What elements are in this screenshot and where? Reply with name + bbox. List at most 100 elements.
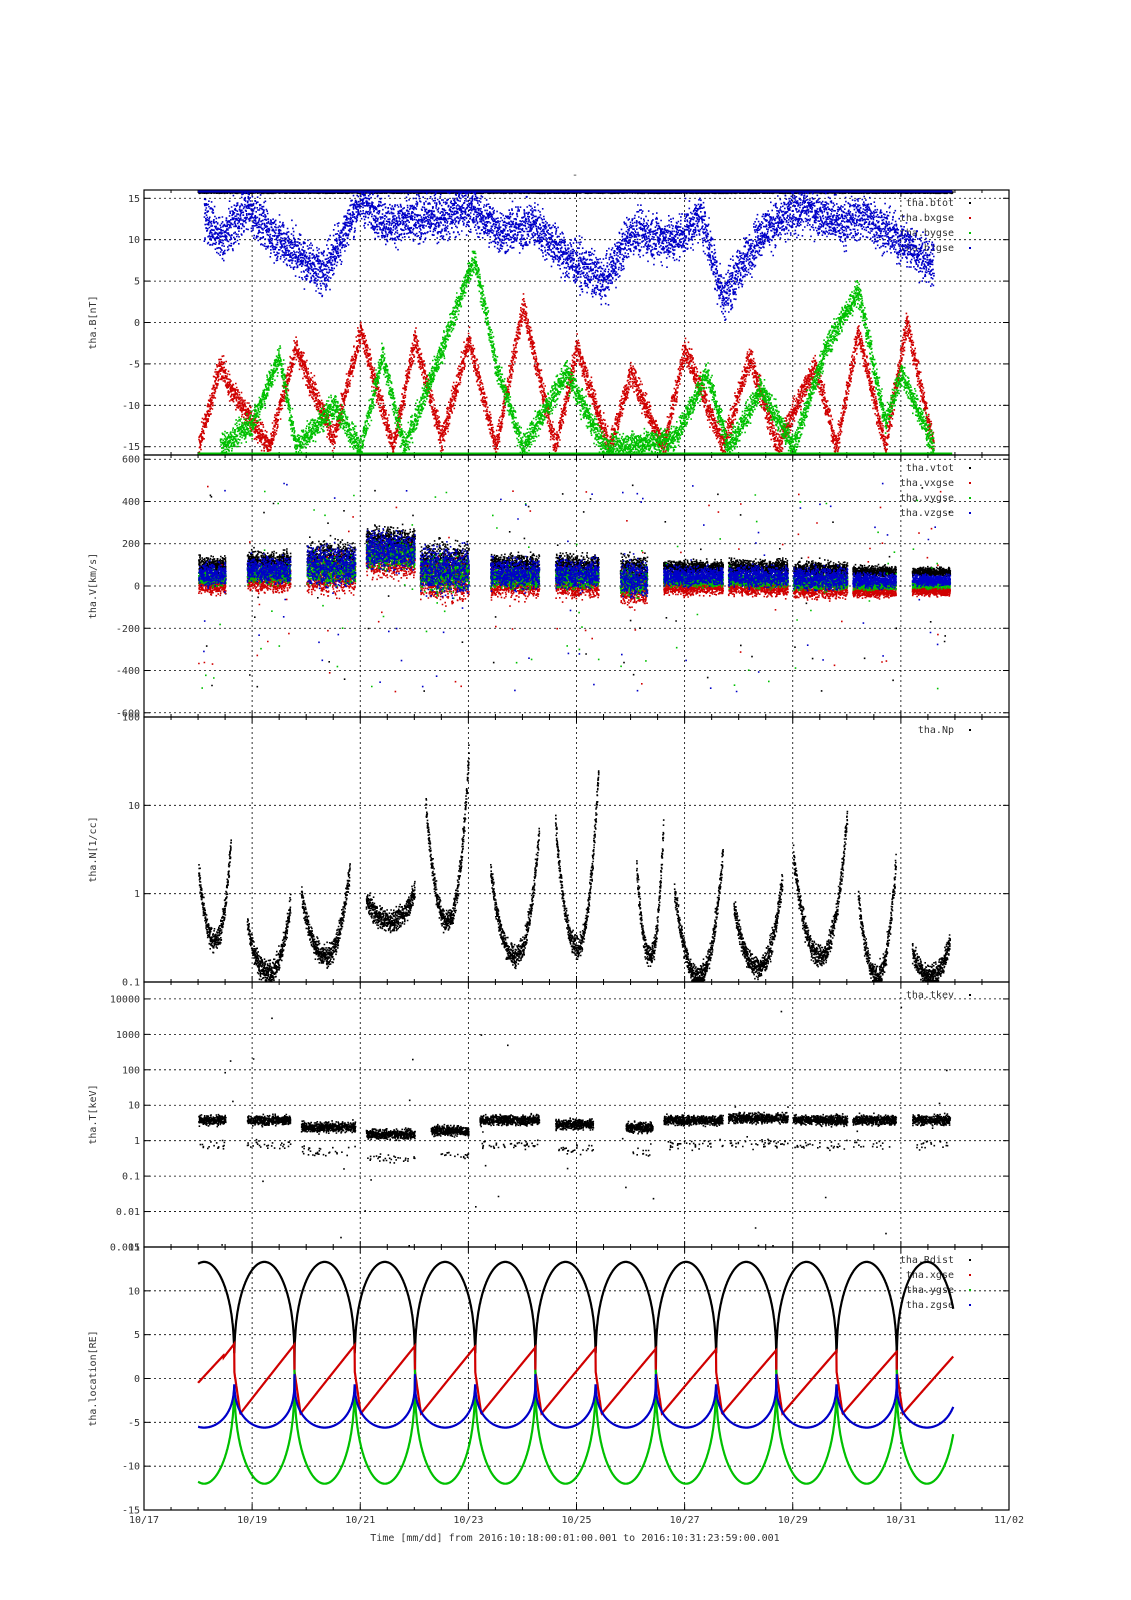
x-tick-label: 10/17 [129, 1515, 159, 1526]
y-tick-label: 600 [122, 455, 140, 466]
y-tick-label: 100 [122, 1065, 140, 1076]
x-tick-label: 10/31 [886, 1515, 916, 1526]
legend-label: tha.bxgse [900, 213, 954, 224]
series-tha-bxgse [198, 293, 935, 455]
y-tick-label: 200 [122, 539, 140, 550]
plot-title: - [572, 170, 578, 181]
panel-3-data [198, 744, 952, 982]
x-tick-label: 10/21 [345, 1515, 375, 1526]
legend-marker [969, 232, 971, 234]
y-tick-label: 1000 [116, 1030, 140, 1041]
y-tick-label: 400 [122, 497, 140, 508]
legend-label: tha.bygse [900, 228, 954, 239]
series-tha-vygse [198, 490, 952, 690]
y-tick-label: 0 [134, 1374, 140, 1385]
y-tick-label: 10 [128, 1286, 140, 1297]
y-tick-label: 0 [134, 582, 140, 593]
y-tick-label: 10000 [110, 994, 140, 1005]
series-tha-ygse [197, 1369, 955, 1485]
x-axis-label: Time [mm/dd] from 2016:10:18:00:01:00.00… [370, 1533, 779, 1544]
legend-marker [969, 497, 971, 499]
legend-label: tha.btot [906, 198, 954, 209]
y-axis-label: tha.N[1/cc] [88, 816, 99, 882]
y-tick-label: -400 [116, 666, 140, 677]
time-range-text: from 2016:10:18:00:01:00.001 to 2016:10:… [449, 1533, 780, 1544]
y-tick-label: -5 [128, 1418, 140, 1429]
legend-marker [969, 1274, 971, 1276]
y-tick-label: 1 [134, 1136, 140, 1147]
panel-5-axes: -15 -10 -5 0 5 10 15 tha.location[RE] tha.Rdist t… [88, 1243, 1010, 1517]
legend-label: tha.tkev [906, 990, 954, 1001]
panel-5-data [197, 1260, 955, 1485]
legend-label: tha.Rdist [900, 1255, 954, 1266]
legend-label: tha.vygse [900, 493, 954, 504]
legend-marker [969, 247, 971, 249]
y-tick-label: -5 [128, 359, 140, 370]
legend-marker [969, 994, 971, 996]
y-tick-label: 5 [134, 277, 140, 288]
panel-3-axes: 0.1 1 10 100 tha.N[1/cc] tha.Np [88, 713, 1010, 989]
y-tick-label: 10 [128, 235, 140, 246]
series-tha-vtot [198, 484, 952, 692]
y-axis-label: tha.location[RE] [88, 1330, 99, 1426]
legend-marker [969, 217, 971, 219]
x-tick-label: 10/27 [670, 1515, 700, 1526]
legend-marker [969, 482, 971, 484]
legend-label: tha.vxgse [900, 478, 954, 489]
y-tick-label: -600 [116, 708, 140, 719]
y-axis-label: tha.T[keV] [88, 1084, 99, 1144]
legend-marker [969, 467, 971, 469]
panel-4-axes: 0.001 0.01 0.1 1 10 100 1000 10000 tha.T[keV] tha… [88, 981, 1010, 1254]
y-tick-label: 10 [128, 801, 140, 812]
series-tha-bzgse [203, 191, 935, 321]
panel-2-data [198, 482, 952, 693]
series-tha-Rdist [197, 1260, 955, 1370]
legend-label: tha.ygse [906, 1285, 954, 1296]
y-tick-label: 5 [134, 1330, 140, 1341]
y-tick-label: 0 [134, 318, 140, 329]
y-axis-label: tha.V[km/s] [88, 553, 99, 619]
y-tick-label: -15 [122, 442, 140, 453]
y-tick-label: 15 [128, 1243, 140, 1254]
panel-5-frame [143, 1246, 1010, 1511]
legend-marker [969, 1304, 971, 1306]
y-tick-label: 0.1 [122, 1172, 140, 1183]
legend-label: tha.xgse [906, 1270, 954, 1281]
legend-marker [969, 729, 971, 731]
legend-label: tha.bzgse [900, 243, 954, 254]
legend-marker [969, 1289, 971, 1291]
series-tha-Np [198, 744, 952, 982]
x-tick-label: 10/25 [561, 1515, 591, 1526]
legend-label: tha.Np [918, 725, 954, 736]
y-tick-label: 15 [128, 194, 140, 205]
legend-label: tha.vtot [906, 463, 954, 474]
panel-1-data [198, 190, 954, 455]
legend-label: tha.vzgse [900, 508, 954, 519]
legend-marker [969, 202, 971, 204]
series-tha-bygse [219, 250, 935, 455]
y-tick-label: 1 [134, 889, 140, 900]
series-tha-tkev [198, 1006, 952, 1247]
y-tick-label: 10 [128, 1101, 140, 1112]
x-tick-label: 11/02 [994, 1515, 1024, 1526]
series-tha-zgse [197, 1374, 955, 1429]
y-axis-label: tha.B[nT] [88, 295, 99, 349]
legend-marker [969, 512, 971, 514]
legend-label: tha.zgse [906, 1300, 954, 1311]
series-tha-xgse [197, 1340, 954, 1416]
y-tick-label: 0.01 [116, 1207, 140, 1218]
y-tick-label: -200 [116, 624, 140, 635]
y-tick-label: 100 [122, 713, 140, 724]
x-tick-label: 10/29 [778, 1515, 808, 1526]
y-tick-label: -10 [122, 1462, 140, 1473]
x-tick-label: 10/23 [453, 1515, 483, 1526]
y-tick-label: -15 [122, 1506, 140, 1517]
legend-marker [969, 1259, 971, 1261]
panel-4-data [198, 1006, 952, 1247]
x-tick-label: 10/19 [237, 1515, 267, 1526]
y-tick-label: 0.001 [110, 1243, 140, 1254]
y-tick-label: 0.1 [122, 978, 140, 989]
y-tick-label: -10 [122, 401, 140, 412]
x-axis-title: Time [mm/dd] [370, 1533, 442, 1544]
